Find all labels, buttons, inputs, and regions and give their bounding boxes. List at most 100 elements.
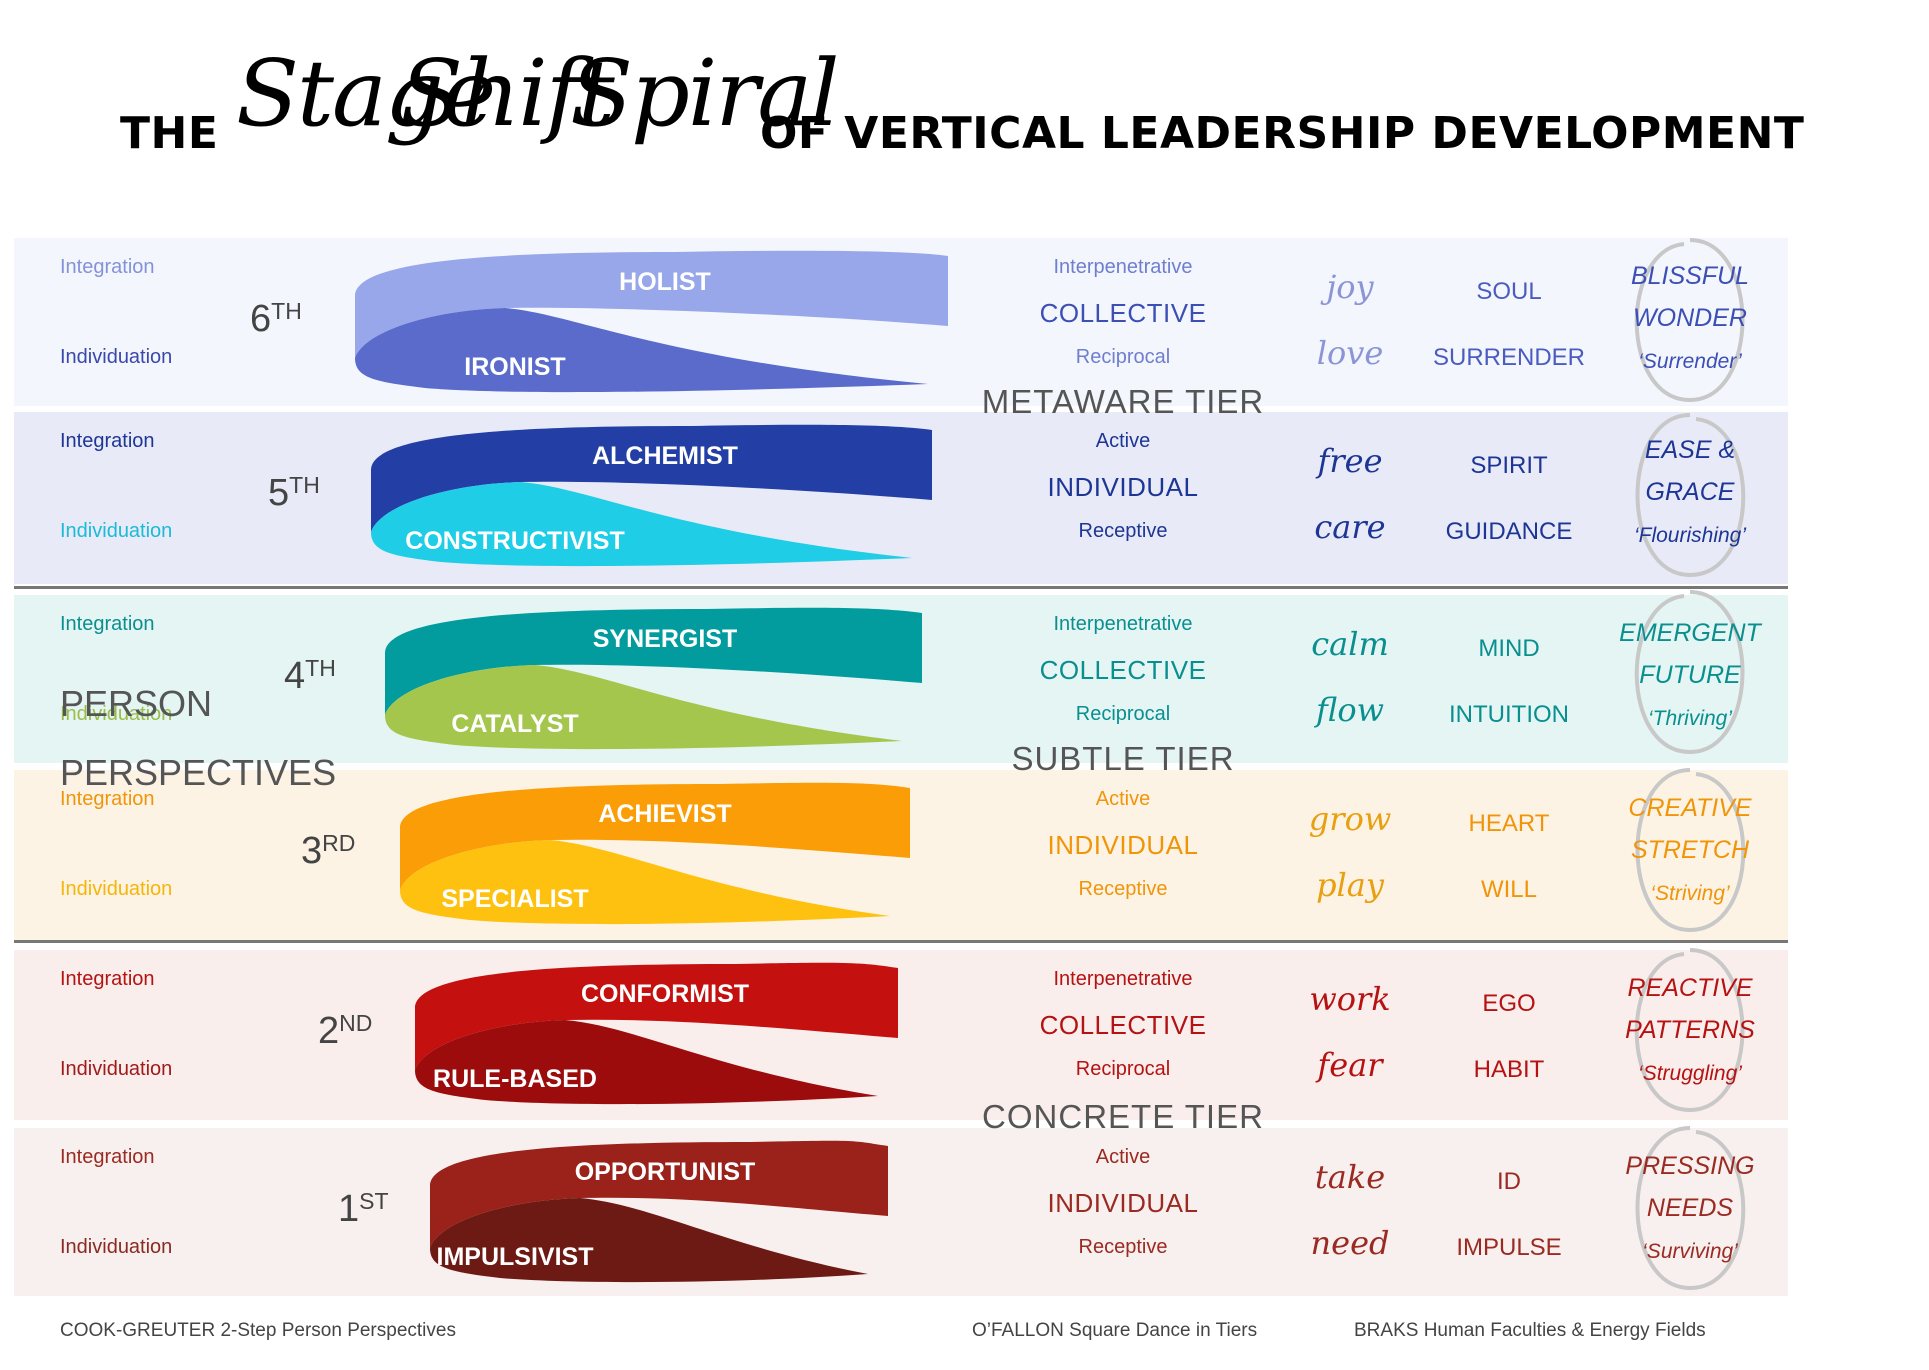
stage-ordinal-suffix: TH — [305, 655, 336, 681]
stage-ordinal-number: 5 — [268, 472, 290, 514]
faculty-lower: IMPULSE — [1456, 1234, 1562, 1261]
footer-left: COOK-GREUTER 2-Step Person Perspectives — [60, 1320, 456, 1341]
mode-main: INDIVIDUAL — [1047, 830, 1199, 860]
stage-ordinal: 5TH — [268, 472, 320, 515]
ribbon-upper-label: ACHIEVIST — [598, 800, 732, 828]
faculty-lower: INTUITION — [1449, 701, 1569, 728]
state-line-1: REACTIVE — [1627, 974, 1753, 1002]
faculty-upper: SOUL — [1476, 278, 1542, 305]
verb-lower: care — [1314, 508, 1386, 546]
tier-label-metaware: METAWARE TIER — [981, 383, 1265, 420]
faculty-upper: SPIRIT — [1470, 452, 1548, 479]
mode-top: Interpenetrative — [1053, 968, 1193, 990]
stage-ordinal-suffix: RD — [322, 830, 356, 856]
state-subtitle: ‘Surrender’ — [1638, 350, 1742, 373]
ribbon-upper-label: HOLIST — [619, 268, 711, 296]
ribbon-lower-label: SPECIALIST — [441, 885, 589, 913]
ribbon-upper-label: SYNERGIST — [592, 625, 738, 653]
spiral-loop — [1635, 768, 1746, 933]
ribbon-lower — [371, 482, 912, 567]
tier-separator — [14, 940, 1788, 943]
integration-label: Integration — [60, 430, 155, 452]
ribbon-lower-label: IMPULSIVIST — [436, 1243, 594, 1271]
title-prefix: THE — [120, 108, 219, 159]
stage-ordinal: 6TH — [250, 298, 302, 341]
state-line-2: WONDER — [1633, 304, 1747, 332]
stage-ordinal-number: 3 — [301, 830, 323, 872]
mode-main: COLLECTIVE — [1039, 1010, 1207, 1040]
individuation-label: Individuation — [60, 1058, 173, 1080]
verb-upper: joy — [1326, 268, 1374, 306]
integration-label: Integration — [60, 256, 155, 278]
state-line-2: STRETCH — [1630, 836, 1750, 864]
ribbon-upper-label: CONFORMIST — [580, 980, 750, 1008]
mode-main: INDIVIDUAL — [1047, 472, 1199, 502]
spiral-loop — [1634, 238, 1745, 403]
ribbon-lower-label: RULE-BASED — [433, 1065, 597, 1093]
side-title-line-1: PERSON — [60, 683, 213, 724]
state-line-1: EMERGENT — [1619, 619, 1761, 647]
tier-label-concrete: CONCRETE TIER — [982, 1098, 1264, 1135]
state-line-1: EASE & — [1644, 436, 1736, 464]
stage-ordinal-suffix: TH — [289, 472, 320, 498]
verb-upper: grow — [1308, 800, 1392, 838]
spiral-loop — [1634, 948, 1745, 1113]
verb-upper: take — [1314, 1158, 1386, 1196]
mode-bottom: Reciprocal — [1075, 346, 1171, 368]
individuation-label: Individuation — [60, 346, 173, 368]
individuation-label: Individuation — [60, 703, 173, 725]
stage-ordinal-suffix: ST — [359, 1188, 389, 1214]
verb-lower: fear — [1317, 1046, 1383, 1084]
individuation-label: Individuation — [60, 1236, 173, 1258]
state-line-2: FUTURE — [1639, 661, 1741, 689]
integration-label: Integration — [60, 788, 155, 810]
mode-top: Active — [1095, 430, 1151, 452]
ribbon-lower-label: IRONIST — [464, 353, 566, 381]
title-suffix: OF VERTICAL LEADERSHIP DEVELOPMENT — [760, 108, 1805, 159]
mode-top: Interpenetrative — [1053, 256, 1193, 278]
title-script-spiral: Spiral — [570, 40, 840, 147]
verb-upper: work — [1309, 980, 1391, 1018]
verb-lower: need — [1310, 1224, 1390, 1262]
ribbon-upper — [400, 782, 910, 890]
spiral-loop — [1635, 413, 1746, 578]
stage-band — [14, 1128, 1788, 1296]
individuation-label: Individuation — [60, 878, 173, 900]
state-line-2: PATTERNS — [1625, 1016, 1755, 1044]
ribbon-lower — [355, 308, 928, 393]
faculty-upper: MIND — [1478, 635, 1540, 662]
verb-lower: love — [1316, 334, 1384, 372]
faculty-lower: HABIT — [1473, 1056, 1545, 1083]
side-title-line-2: PERSPECTIVES — [60, 752, 337, 793]
tier-separator — [14, 586, 1788, 589]
ribbon-lower-label: CONSTRUCTIVIST — [405, 527, 625, 555]
state-line-2: NEEDS — [1646, 1194, 1734, 1222]
stage-ordinal: 4TH — [284, 655, 336, 698]
faculty-upper: HEART — [1468, 810, 1550, 837]
mode-bottom: Receptive — [1078, 520, 1168, 542]
state-line-1: PRESSING — [1625, 1152, 1755, 1180]
integration-label: Integration — [60, 613, 155, 635]
integration-label: Integration — [60, 1146, 155, 1168]
faculty-upper: EGO — [1482, 990, 1536, 1017]
mode-bottom: Receptive — [1078, 878, 1168, 900]
mode-top: Active — [1095, 788, 1151, 810]
ribbon-upper — [430, 1140, 888, 1248]
stage-ordinal-number: 2 — [318, 1010, 340, 1052]
faculty-lower: GUIDANCE — [1445, 518, 1573, 545]
ribbon-lower — [400, 840, 890, 925]
mode-top: Interpenetrative — [1053, 613, 1193, 635]
ribbon-lower — [430, 1198, 868, 1283]
state-subtitle: ‘Striving’ — [1650, 882, 1730, 905]
ribbon-upper — [385, 607, 922, 715]
ribbon-upper — [371, 424, 932, 532]
stage-ordinal: 2ND — [318, 1010, 372, 1053]
mode-bottom: Receptive — [1078, 1236, 1168, 1258]
verb-upper: calm — [1311, 625, 1389, 663]
state-line-1: CREATIVE — [1628, 794, 1752, 822]
ribbon-upper-label: OPPORTUNIST — [574, 1158, 756, 1186]
state-subtitle: ‘Thriving’ — [1647, 707, 1733, 730]
tier-label-subtle: SUBTLE TIER — [1011, 740, 1235, 777]
stage-ordinal-suffix: ND — [339, 1010, 373, 1036]
